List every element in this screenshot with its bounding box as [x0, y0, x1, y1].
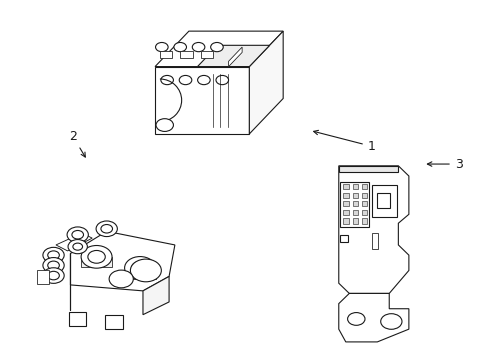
Bar [201, 51, 212, 58]
Bar [343, 184, 348, 189]
Text: 2: 2 [69, 130, 85, 157]
Polygon shape [197, 45, 269, 67]
Polygon shape [56, 233, 92, 251]
Polygon shape [113, 273, 128, 285]
Bar [377, 193, 389, 208]
Bar [339, 235, 348, 242]
Circle shape [216, 76, 228, 85]
Polygon shape [142, 276, 169, 315]
Polygon shape [155, 31, 283, 67]
Bar [361, 193, 366, 198]
Circle shape [68, 239, 87, 254]
Polygon shape [338, 166, 408, 293]
Polygon shape [338, 293, 408, 342]
Circle shape [43, 268, 64, 283]
Polygon shape [155, 67, 249, 134]
Polygon shape [70, 231, 175, 291]
Polygon shape [249, 31, 283, 134]
Bar [180, 51, 192, 58]
Circle shape [155, 42, 168, 52]
Circle shape [72, 230, 83, 239]
Polygon shape [136, 262, 156, 279]
Text: 1: 1 [313, 130, 375, 153]
Circle shape [43, 257, 64, 273]
Polygon shape [228, 47, 242, 67]
Polygon shape [338, 166, 398, 172]
Circle shape [156, 119, 173, 131]
Bar [69, 312, 86, 326]
Circle shape [131, 261, 148, 274]
Bar [343, 219, 348, 224]
Circle shape [109, 270, 133, 288]
Bar [352, 193, 357, 198]
Polygon shape [81, 257, 112, 267]
Circle shape [347, 312, 364, 325]
Circle shape [174, 42, 186, 52]
Circle shape [73, 243, 82, 250]
Circle shape [380, 314, 401, 329]
Bar [361, 201, 366, 206]
Circle shape [161, 76, 173, 85]
Circle shape [88, 251, 105, 263]
Bar [361, 210, 366, 215]
Circle shape [210, 42, 223, 52]
Bar [352, 219, 357, 224]
Circle shape [179, 76, 191, 85]
Bar [372, 185, 396, 217]
Bar [361, 184, 366, 189]
Bar [343, 210, 348, 215]
Text: 3: 3 [427, 158, 462, 171]
Circle shape [192, 42, 204, 52]
Circle shape [130, 259, 161, 282]
Circle shape [96, 221, 117, 237]
Circle shape [43, 247, 64, 263]
Circle shape [48, 251, 59, 260]
Circle shape [124, 257, 155, 279]
Bar [339, 183, 368, 227]
Circle shape [101, 225, 112, 233]
Bar [343, 201, 348, 206]
Bar [37, 270, 49, 284]
Bar [372, 233, 377, 249]
Bar [343, 193, 348, 198]
Circle shape [48, 261, 59, 270]
Circle shape [67, 227, 88, 243]
Bar [361, 219, 366, 224]
Circle shape [197, 76, 210, 85]
Circle shape [81, 246, 112, 268]
Bar [352, 210, 357, 215]
Circle shape [48, 271, 59, 280]
Polygon shape [124, 268, 155, 279]
Bar [160, 51, 172, 58]
Bar [352, 184, 357, 189]
Bar [352, 201, 357, 206]
Bar [105, 315, 122, 329]
